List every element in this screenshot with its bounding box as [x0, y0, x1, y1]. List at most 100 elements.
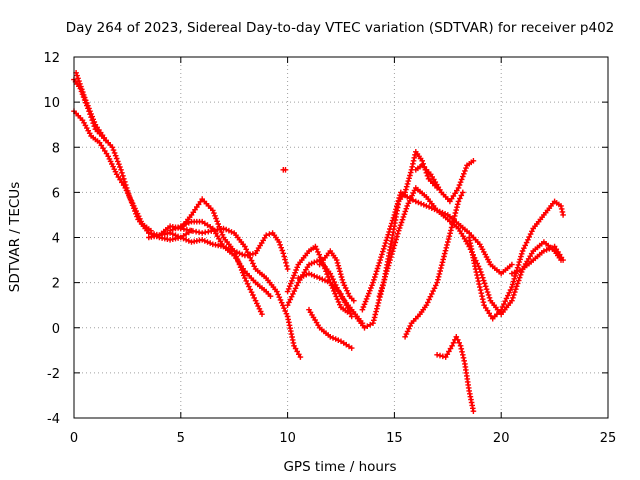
data-point [379, 285, 385, 291]
x-tick-label: 5 [177, 431, 185, 446]
data-point [228, 247, 235, 253]
data-point [418, 200, 424, 207]
data-point [283, 260, 289, 266]
data-point [453, 207, 459, 213]
data-point [440, 256, 446, 263]
data-point [480, 274, 486, 281]
data-point [403, 205, 410, 212]
data-point [226, 246, 232, 252]
data-point [515, 262, 522, 268]
data-point [282, 167, 289, 173]
data-point [322, 277, 328, 284]
data-point [393, 236, 399, 243]
data-point [382, 240, 389, 246]
data-point [80, 89, 86, 95]
data-point [360, 304, 367, 310]
data-point [380, 246, 387, 252]
data-point [407, 169, 414, 176]
data-point [118, 167, 124, 173]
data-point [394, 200, 401, 207]
data-point [294, 282, 300, 289]
data-point [346, 343, 352, 350]
data-point [400, 214, 407, 220]
data-point [457, 179, 464, 185]
data-point [282, 256, 288, 263]
data-point [294, 264, 300, 271]
data-point [170, 226, 176, 233]
y-tick-label: 8 [52, 141, 60, 156]
data-point [291, 272, 297, 279]
data-point [76, 78, 82, 84]
series-track-19 [434, 334, 477, 414]
data-point [251, 295, 257, 301]
data-point [453, 334, 460, 340]
data-point [294, 348, 300, 355]
data-point [372, 274, 378, 280]
data-point [379, 282, 386, 288]
data-point [293, 267, 299, 273]
data-point [75, 75, 81, 82]
data-point [425, 169, 432, 175]
data-point [196, 218, 203, 225]
data-point [461, 171, 467, 177]
data-point [385, 262, 392, 269]
data-point [506, 263, 513, 270]
x-tick-label: 0 [70, 431, 78, 446]
data-point [84, 100, 90, 106]
data-point [511, 292, 517, 298]
series-track-2 [71, 108, 154, 234]
data-point [450, 340, 457, 346]
data-point [243, 246, 249, 253]
data-point [373, 308, 379, 315]
data-point [261, 287, 267, 293]
axis-ticks [73, 56, 609, 419]
data-point [280, 302, 286, 309]
data-point [507, 300, 513, 306]
data-point [186, 238, 192, 244]
data-point [250, 251, 256, 257]
data-point [164, 230, 171, 237]
data-point [389, 251, 395, 257]
data-point [284, 266, 291, 272]
data-point [465, 385, 472, 391]
data-point [372, 271, 379, 277]
data-point [359, 306, 366, 313]
data-point [442, 214, 449, 221]
data-point [402, 192, 408, 199]
data-point [251, 263, 257, 270]
data-point [335, 262, 342, 269]
series-track-4 [146, 196, 265, 317]
data-point [444, 351, 451, 358]
data-point [456, 340, 462, 346]
data-point [286, 283, 293, 289]
data-point [394, 233, 400, 240]
data-point [382, 273, 388, 280]
data-point [433, 282, 439, 289]
data-point [347, 304, 353, 311]
x-tick-label: 25 [600, 431, 617, 446]
data-point [283, 263, 290, 269]
data-point [442, 247, 449, 254]
data-point [445, 239, 451, 245]
data-point [424, 173, 431, 179]
data-point [207, 224, 213, 230]
data-point [306, 270, 312, 277]
data-point [284, 288, 291, 295]
data-point [213, 215, 219, 222]
data-point [438, 265, 444, 271]
data-point [115, 158, 121, 165]
data-point [395, 198, 402, 204]
data-point [388, 254, 394, 260]
data-point [334, 260, 341, 266]
y-tick-label: 4 [52, 232, 60, 247]
data-point [80, 92, 87, 98]
x-tick-label: 20 [493, 431, 510, 446]
x-tick-label: 10 [279, 431, 296, 446]
data-point [394, 203, 400, 210]
data-point [482, 283, 489, 290]
data-point [447, 345, 454, 352]
data-point [240, 241, 246, 248]
data-point [112, 152, 119, 159]
x-tick-label: 15 [386, 431, 403, 446]
